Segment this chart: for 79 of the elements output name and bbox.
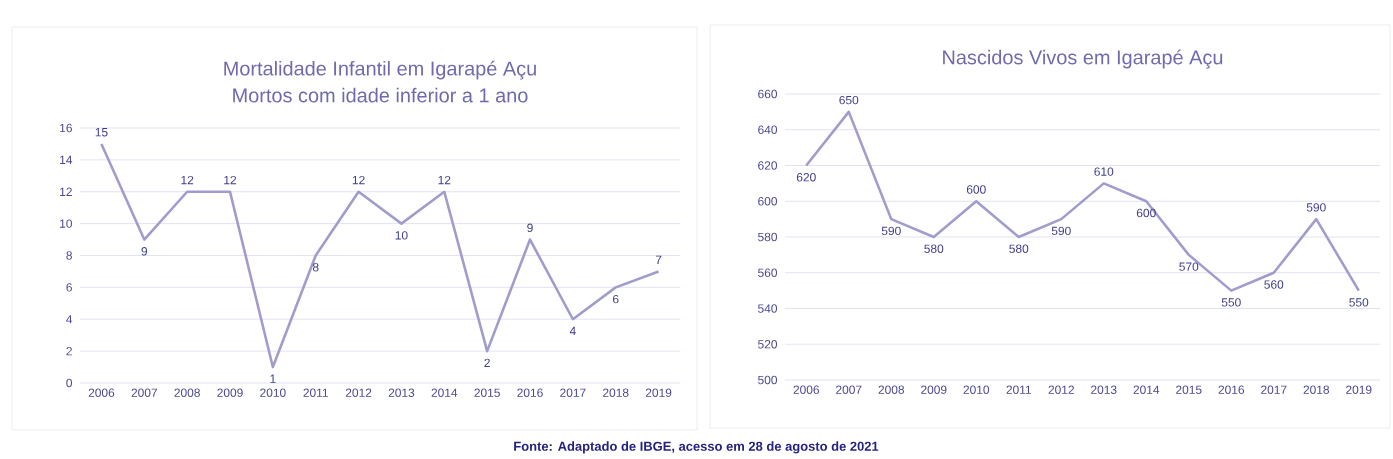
data-label: 550 — [1221, 298, 1241, 307]
x-tick-label: 2015 — [1176, 385, 1202, 394]
source-note: Fonte: Adaptado de IBGE, acesso em 28 de agosto de 2021 — [514, 441, 879, 454]
x-tick-label: 2006 — [88, 388, 115, 397]
y-tick-label: 2 — [66, 346, 72, 356]
data-label: 12 — [181, 175, 194, 185]
x-tick-label: 2010 — [260, 388, 286, 397]
x-tick-label: 2019 — [1346, 385, 1372, 394]
data-label: 550 — [1349, 298, 1369, 307]
data-label: 12 — [352, 175, 365, 185]
data-label: 590 — [1051, 226, 1071, 236]
y-tick-label: 620 — [758, 161, 778, 170]
y-tick-label: 560 — [758, 268, 778, 277]
data-label: 15 — [95, 128, 108, 137]
x-tick-label: 2012 — [1048, 385, 1074, 394]
data-label: 650 — [839, 95, 859, 105]
x-tick-label: 2010 — [963, 385, 990, 394]
y-tick-label: 8 — [66, 251, 72, 260]
data-label: 10 — [395, 231, 408, 240]
y-tick-label: 6 — [66, 283, 72, 292]
data-label: 9 — [527, 223, 533, 233]
x-tick-label: 2013 — [1091, 385, 1117, 394]
data-label: 590 — [881, 226, 901, 236]
y-tick-label: 12 — [60, 187, 72, 196]
y-tick-label: 640 — [758, 125, 778, 134]
y-tick-label: 520 — [758, 340, 778, 349]
x-tick-label: 2018 — [603, 388, 629, 397]
data-label: 600 — [1136, 208, 1156, 218]
data-label: 560 — [1264, 280, 1284, 289]
x-tick-label: 2015 — [474, 388, 500, 397]
x-tick-label: 2014 — [1133, 385, 1160, 394]
data-label: 12 — [438, 175, 451, 185]
data-label: 620 — [796, 173, 816, 182]
data-label: 580 — [1009, 244, 1029, 253]
data-label: 570 — [1179, 262, 1199, 271]
x-tick-label: 2011 — [303, 388, 328, 397]
y-tick-label: 10 — [60, 219, 73, 228]
x-tick-label: 2019 — [645, 388, 672, 397]
y-tick-label: 660 — [758, 89, 778, 99]
y-tick-label: 14 — [60, 155, 73, 164]
y-tick-label: 600 — [758, 197, 778, 206]
data-label: 9 — [141, 247, 148, 256]
data-label: 1 — [270, 374, 276, 383]
x-tick-label: 2017 — [560, 388, 586, 397]
x-tick-label: 2013 — [388, 388, 415, 397]
line-series — [100, 142, 660, 369]
y-tick-label: 540 — [758, 304, 778, 313]
x-tick-label: 2016 — [517, 388, 543, 397]
data-label: 7 — [655, 255, 662, 264]
chart-title: Nascidos Vivos em Igarapé Açu — [943, 49, 1223, 69]
x-tick-label: 2012 — [345, 388, 372, 397]
x-tick-label: 2014 — [431, 388, 458, 397]
data-label: 12 — [224, 175, 237, 185]
x-tick-label: 2017 — [1261, 385, 1287, 394]
x-tick-label: 2016 — [1218, 385, 1245, 394]
x-tick-label: 2018 — [1303, 385, 1330, 394]
y-tick-label: 500 — [758, 375, 778, 385]
x-tick-label: 2011 — [1006, 385, 1032, 394]
y-tick-label: 4 — [66, 315, 73, 324]
data-label: 580 — [924, 244, 944, 253]
x-tick-label: 2008 — [878, 385, 905, 394]
y-tick-label: 16 — [60, 123, 72, 133]
x-tick-label: 2007 — [836, 385, 862, 394]
data-label: 6 — [613, 294, 619, 304]
chart-title: Mortalidade Infantil em Igarapé Açu — [224, 60, 536, 80]
x-tick-label: 2008 — [174, 388, 200, 397]
data-label: 610 — [1094, 167, 1114, 176]
data-label: 8 — [312, 263, 319, 272]
data-label: 600 — [966, 185, 986, 194]
x-tick-label: 2009 — [921, 385, 947, 394]
data-label: 590 — [1306, 203, 1326, 212]
chart-subtitle: Mortos com idade inferior a 1 ano — [233, 87, 528, 103]
x-tick-label: 2009 — [217, 388, 243, 397]
x-tick-label: 2006 — [793, 385, 820, 394]
y-tick-label: 0 — [66, 378, 73, 388]
y-tick-label: 580 — [758, 232, 778, 242]
x-tick-label: 2007 — [131, 388, 157, 397]
data-label: 2 — [484, 358, 490, 367]
data-label: 4 — [569, 326, 576, 335]
